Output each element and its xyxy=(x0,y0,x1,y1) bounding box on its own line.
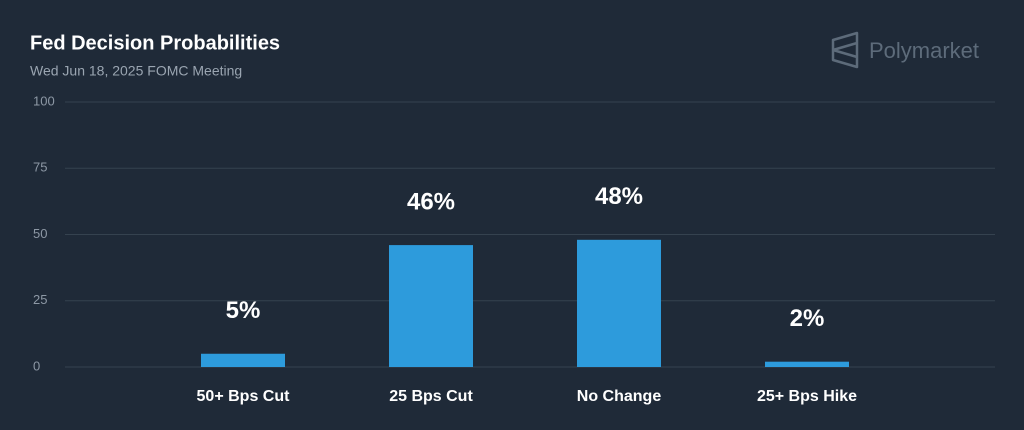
chart-title: Fed Decision Probabilities xyxy=(30,32,280,54)
bar xyxy=(765,361,849,367)
brand-name: Polymarket xyxy=(869,38,979,63)
bar xyxy=(577,239,661,367)
brand-logo xyxy=(831,31,859,69)
value-label: 5% xyxy=(226,297,261,324)
y-tick-label: 50 xyxy=(33,226,47,241)
value-label: 46% xyxy=(407,188,455,215)
y-tick-label: 0 xyxy=(33,358,40,373)
y-tick-label: 25 xyxy=(33,292,47,307)
x-tick-label: 25 Bps Cut xyxy=(389,388,473,405)
bar xyxy=(201,353,285,367)
value-label: 48% xyxy=(595,183,643,210)
value-label: 2% xyxy=(790,305,825,332)
chart-subtitle: Wed Jun 18, 2025 FOMC Meeting xyxy=(30,63,242,79)
y-tick-label: 100 xyxy=(33,93,55,108)
x-tick-label: 25+ Bps Hike xyxy=(757,388,857,405)
y-tick-label: 75 xyxy=(33,160,47,175)
x-tick-label: 50+ Bps Cut xyxy=(197,388,291,405)
bar xyxy=(389,245,473,367)
x-tick-label: No Change xyxy=(577,388,662,405)
